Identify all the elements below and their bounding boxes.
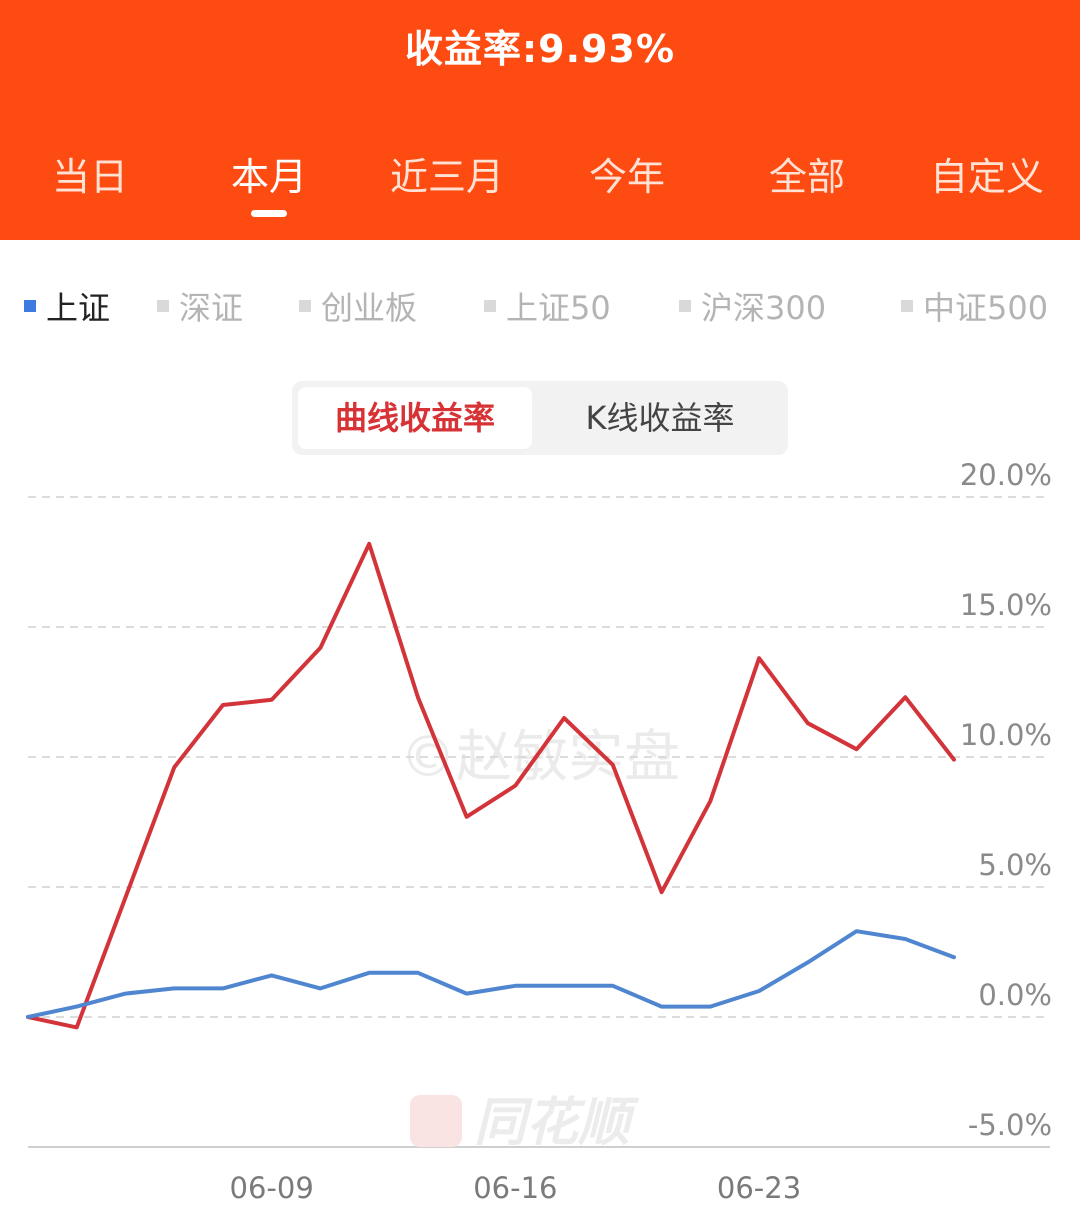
index-label: 深证 <box>179 289 244 327</box>
index-label: 上证50 <box>506 289 611 327</box>
return-chart: ©赵敏实盘 同花顺 20.0% 15.0% 10.0% 5.0% 0.0% -5.0% 06… <box>26 458 1052 1205</box>
tab-this-year[interactable]: 今年 <box>588 155 665 199</box>
tab-all[interactable]: 全部 <box>768 155 845 199</box>
index-label: 上证 <box>46 289 111 327</box>
brand-watermark-text: 同花顺 <box>474 1093 640 1153</box>
index-label: 中证500 <box>923 289 1049 327</box>
y-tick-label: 15.0% <box>960 588 1052 622</box>
index-legend-csi300[interactable]: 沪深300 <box>679 286 827 327</box>
tab-custom[interactable]: 自定义 <box>929 155 1044 199</box>
index-label: 创业板 <box>321 289 418 327</box>
legend-dot-icon <box>157 300 169 312</box>
legend-dot-icon <box>484 300 496 312</box>
index-legend-sse50[interactable]: 上证50 <box>484 286 611 327</box>
kline-return-button[interactable]: K线收益率 <box>585 399 735 437</box>
portfolio-return-line <box>26 541 956 1030</box>
index-legend-csi500[interactable]: 中证500 <box>901 286 1049 327</box>
brand-logo-icon <box>410 1095 462 1147</box>
y-tick-label: 0.0% <box>978 978 1052 1012</box>
curve-return-button[interactable]: 曲线收益率 <box>298 387 532 449</box>
legend-dot-icon <box>24 300 36 312</box>
active-tab-indicator <box>251 210 287 217</box>
tab-this-month[interactable]: 本月 <box>230 155 307 199</box>
index-legend-shanghai[interactable]: 上证 <box>24 286 111 327</box>
index-label: 沪深300 <box>701 289 827 327</box>
index-legend-chinext[interactable]: 创业板 <box>299 286 418 327</box>
index-legend-shenzhen[interactable]: 深证 <box>157 286 244 327</box>
tab-today[interactable]: 当日 <box>51 155 128 199</box>
return-rate-title: 收益率:9.93% <box>404 27 676 71</box>
x-tick-label: 06-09 <box>230 1171 314 1205</box>
header-bar: 收益率:9.93% 当日 本月 近三月 今年 全部 自定义 <box>0 0 1080 240</box>
author-watermark: ©赵敏实盘 <box>400 725 680 790</box>
x-tick-label: 06-23 <box>717 1171 801 1205</box>
y-tick-label: 10.0% <box>960 718 1052 752</box>
chart-mode-toggle: 曲线收益率 K线收益率 <box>292 381 788 455</box>
legend-dot-icon <box>679 300 691 312</box>
legend-dot-icon <box>901 300 913 312</box>
brand-watermark: 同花顺 <box>410 1093 640 1153</box>
y-tick-label: 5.0% <box>978 848 1052 882</box>
shanghai-index-line <box>26 929 956 1019</box>
legend-dot-icon <box>299 300 311 312</box>
tab-three-months[interactable]: 近三月 <box>389 155 504 199</box>
y-tick-label: -5.0% <box>968 1108 1052 1142</box>
x-tick-label: 06-16 <box>473 1171 557 1205</box>
y-tick-label: 20.0% <box>960 458 1052 492</box>
